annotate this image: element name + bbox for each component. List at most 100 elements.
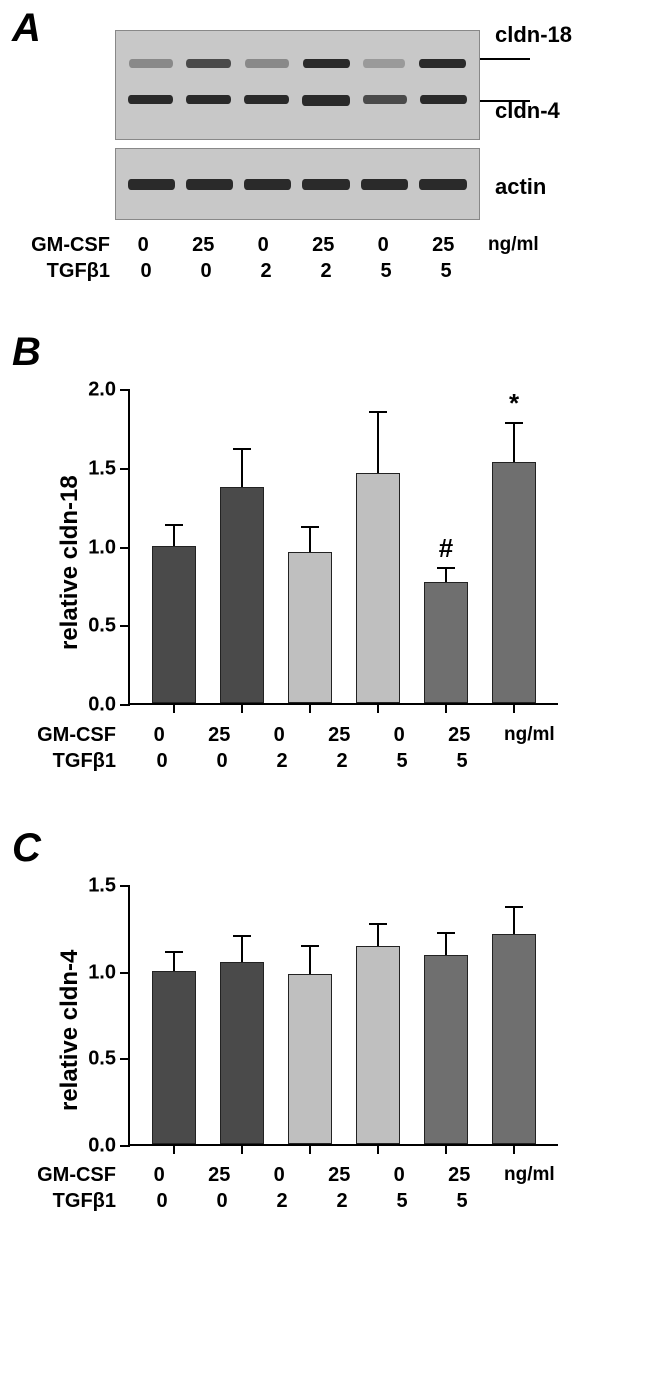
chart-c: 0.00.51.01.5 (128, 886, 558, 1146)
condition-value: 25 (312, 234, 334, 257)
condition-value: 25 (432, 234, 454, 257)
condition-value: 25 (192, 234, 214, 257)
bar-slot (412, 886, 480, 1144)
bar (152, 971, 196, 1144)
condition-value: 2 (260, 260, 271, 283)
y-tick-label: 0.0 (88, 694, 130, 717)
condition-value: 25 (448, 724, 470, 747)
label-cldn18: cldn-18 (495, 22, 572, 48)
error-bar (309, 527, 311, 552)
error-bar (513, 423, 515, 462)
y-tick-label: 2.0 (88, 379, 130, 402)
error-bar (377, 412, 379, 473)
bar (152, 546, 196, 704)
condition-value: 0 (274, 724, 285, 747)
x-tick (309, 703, 311, 713)
chart-c-wrap: relative cldn-4 0.00.51.01.5 (128, 886, 558, 1146)
condition-value: 5 (456, 1190, 467, 1213)
panel-c-label: C (12, 826, 41, 871)
x-tick (445, 1144, 447, 1154)
y-tick-label: 1.0 (88, 536, 130, 559)
x-tick (513, 703, 515, 713)
x-tick (445, 703, 447, 713)
error-cap (369, 923, 387, 925)
panel-b-label: B (12, 330, 41, 375)
bar (288, 974, 332, 1144)
error-cap (233, 935, 251, 937)
condition-value: 0 (216, 750, 227, 773)
condition-value: 0 (140, 260, 151, 283)
condition-value: 2 (320, 260, 331, 283)
condition-value: 2 (276, 1190, 287, 1213)
bar (492, 462, 536, 703)
condition-value: 5 (396, 1190, 407, 1213)
panel-b-conditions: GM-CSF025025025ng/mlTGFβ1002255 (24, 722, 594, 774)
condition-unit: ng/ml (492, 1164, 555, 1186)
condition-value: 0 (200, 260, 211, 283)
condition-label: TGFβ1 (24, 1190, 124, 1213)
error-cap (437, 932, 455, 934)
bar-slot (276, 390, 344, 703)
x-tick (173, 703, 175, 713)
condition-value: 0 (154, 724, 165, 747)
chart-b: 0.00.51.01.52.0#* (128, 390, 558, 705)
bar-slot (344, 886, 412, 1144)
significance-marker: * (509, 388, 519, 419)
error-cap (165, 524, 183, 526)
condition-label: TGFβ1 (24, 750, 124, 773)
condition-value: 2 (336, 750, 347, 773)
condition-value: 25 (208, 724, 230, 747)
blot-cldn (115, 30, 480, 140)
bracket-line (480, 58, 530, 60)
bar-slot (480, 886, 548, 1144)
condition-unit: ng/ml (492, 724, 555, 746)
condition-label: GM-CSF (24, 724, 124, 747)
condition-value: 25 (328, 724, 350, 747)
error-cap (505, 906, 523, 908)
condition-value: 0 (394, 1164, 405, 1187)
error-bar (173, 952, 175, 971)
error-bar (241, 449, 243, 487)
error-bar (377, 924, 379, 947)
condition-row: GM-CSF025025025ng/ml (18, 232, 588, 258)
x-tick (377, 1144, 379, 1154)
bar (356, 946, 400, 1144)
bar (424, 582, 468, 703)
chart-c-ylabel: relative cldn-4 (56, 950, 84, 1111)
error-cap (505, 422, 523, 424)
error-cap (301, 945, 319, 947)
condition-row: GM-CSF025025025ng/ml (24, 1162, 594, 1188)
x-tick (241, 1144, 243, 1154)
y-tick-label: 0.5 (88, 1048, 130, 1071)
error-cap (437, 567, 455, 569)
panel-c-conditions: GM-CSF025025025ng/mlTGFβ1002255 (24, 1162, 594, 1214)
condition-value: 0 (156, 1190, 167, 1213)
bar-slot: * (480, 390, 548, 703)
y-tick-label: 0.0 (88, 1135, 130, 1158)
y-tick-label: 0.5 (88, 615, 130, 638)
condition-row: TGFβ1002255 (18, 258, 588, 284)
bars-group: #* (130, 390, 558, 703)
condition-row: TGFβ1002255 (24, 1188, 594, 1214)
bar (220, 487, 264, 703)
condition-value: 0 (216, 1190, 227, 1213)
label-actin: actin (495, 174, 546, 200)
error-cap (369, 411, 387, 413)
condition-value: 0 (154, 1164, 165, 1187)
condition-value: 25 (328, 1164, 350, 1187)
panel-a-conditions: GM-CSF025025025ng/mlTGFβ1002255 (18, 232, 588, 284)
bar-slot (208, 390, 276, 703)
bar (288, 552, 332, 703)
condition-value: 5 (440, 260, 451, 283)
y-tick-label: 1.5 (88, 457, 130, 480)
condition-value: 0 (258, 234, 269, 257)
chart-b-ylabel: relative cldn-18 (56, 475, 84, 650)
bar-slot (140, 886, 208, 1144)
bar-slot (344, 390, 412, 703)
condition-value: 25 (208, 1164, 230, 1187)
bar (356, 473, 400, 703)
condition-unit: ng/ml (476, 234, 539, 256)
condition-value: 2 (276, 750, 287, 773)
bar (424, 955, 468, 1144)
x-tick (173, 1144, 175, 1154)
